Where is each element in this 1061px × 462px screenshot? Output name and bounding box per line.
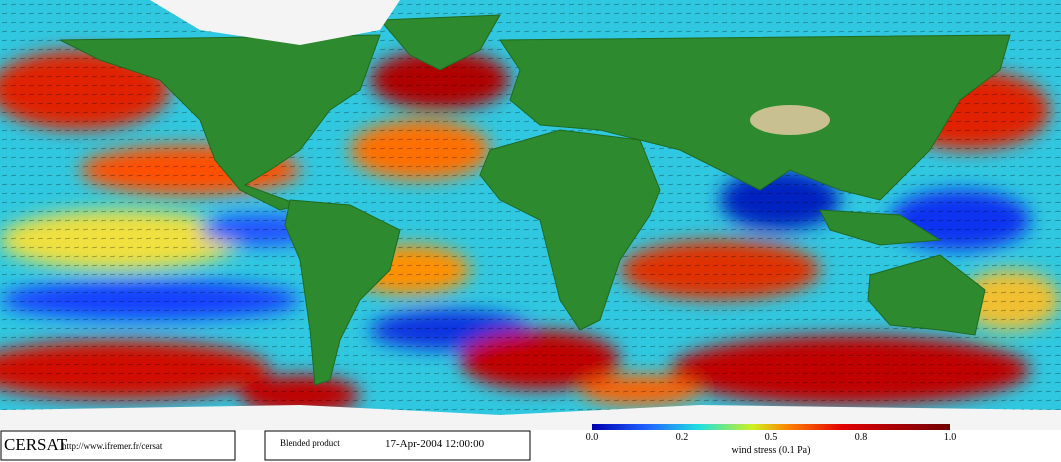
colorbar bbox=[592, 424, 950, 430]
logo-box bbox=[0, 430, 236, 461]
colorbar-tick: 1.0 bbox=[944, 432, 957, 443]
logo: CERSAT bbox=[4, 435, 68, 454]
url: http://www.ifremer.fr/cersat bbox=[62, 441, 163, 451]
colorbar-tick: 0.2 bbox=[676, 432, 689, 443]
product-box bbox=[264, 430, 531, 461]
arctic-ice bbox=[150, 0, 400, 45]
product: Blended product bbox=[280, 438, 340, 448]
indonesia bbox=[819, 209, 942, 246]
colorbar-tick: 0.8 bbox=[855, 432, 868, 443]
colorbar-tick: 0.0 bbox=[586, 432, 599, 443]
south-america bbox=[284, 199, 401, 386]
greenland bbox=[378, 14, 501, 71]
antarctica bbox=[0, 405, 1061, 430]
date: 17-Apr-2004 12:00:00 bbox=[385, 438, 485, 450]
colorbar-tick: 0.5 bbox=[765, 432, 778, 443]
australia bbox=[867, 254, 986, 336]
colorbar-label: wind stress (0.1 Pa) bbox=[732, 445, 811, 456]
colorbar-ticks: 0.0 0.2 0.5 0.8 1.0 bbox=[586, 432, 957, 443]
tibet-plateau bbox=[750, 105, 830, 135]
